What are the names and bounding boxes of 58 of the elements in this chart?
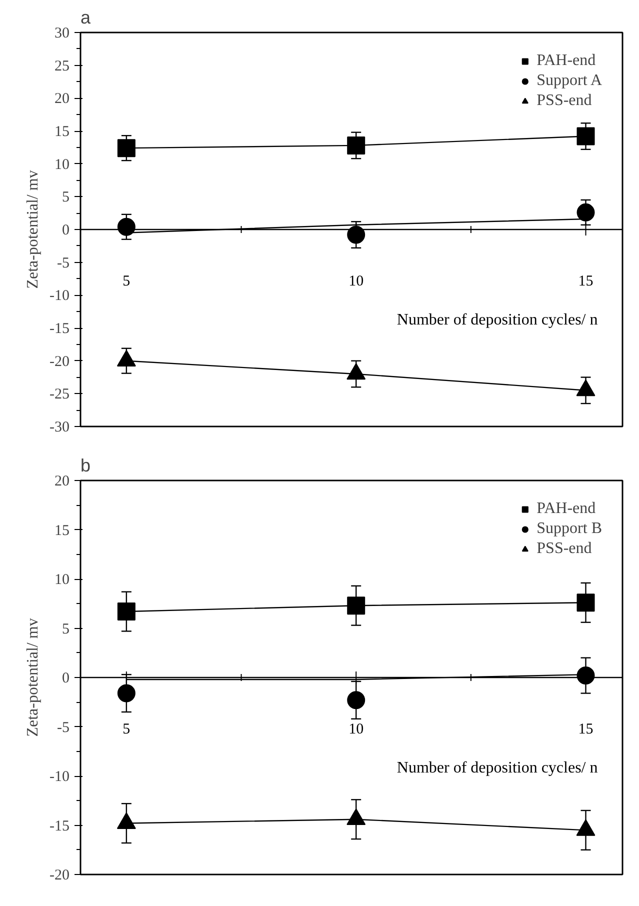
- y-tick-label: 0: [62, 222, 70, 238]
- y-tick-label: 25: [54, 58, 70, 74]
- point: [576, 379, 596, 396]
- x-axis-title: Number of deposition cycles/ n: [396, 760, 598, 776]
- legend-label: PSS-end: [536, 92, 592, 110]
- point: [117, 139, 136, 158]
- y-axis-title: Zeta-potential/ mv: [24, 618, 42, 737]
- point: [116, 350, 136, 367]
- point: [576, 666, 595, 685]
- y-tick-label: 0: [62, 670, 70, 686]
- x-tick-label: 15: [578, 722, 594, 738]
- point: [117, 218, 136, 236]
- y-axis-title: Zeta-potential/ mv: [24, 170, 42, 289]
- x-tick-label: 5: [122, 722, 130, 738]
- x-axis-title: Number of deposition cycles/ n: [396, 312, 598, 328]
- legend-label: PAH-end: [536, 52, 596, 70]
- legend-label: PAH-end: [536, 500, 596, 518]
- x-tick-label: 10: [348, 722, 364, 738]
- legend-label: Support B: [536, 520, 602, 538]
- y-tick-label: 15: [54, 522, 70, 539]
- y-tick-label: 20: [54, 474, 70, 490]
- x-tick-label: 15: [578, 274, 594, 290]
- y-tick-label: 5: [62, 621, 70, 638]
- y-tick-label: 20: [54, 91, 70, 108]
- y-tick-label: 15: [54, 124, 70, 140]
- point: [346, 808, 366, 826]
- point: [347, 226, 366, 244]
- y-tick-label: -5: [57, 255, 70, 272]
- legend-label: PSS-end: [536, 540, 592, 558]
- y-tick-label: -15: [50, 321, 70, 337]
- y-tick-label: -5: [57, 720, 70, 736]
- point: [576, 127, 595, 146]
- point: [576, 594, 595, 612]
- y-tick-label: 10: [54, 156, 70, 173]
- point: [116, 812, 136, 829]
- y-tick-label: 5: [62, 190, 70, 206]
- y-tick-label: -20: [50, 354, 70, 370]
- x-tick-label: 5: [122, 274, 130, 290]
- y-tick-label: -25: [50, 386, 70, 403]
- point: [117, 684, 136, 702]
- y-tick-label: 30: [54, 26, 70, 42]
- chart-title: a: [80, 8, 92, 28]
- chart-title: b: [80, 456, 91, 476]
- y-tick-label: -15: [50, 818, 70, 834]
- y-tick-label: -30: [50, 420, 70, 436]
- point: [576, 819, 596, 836]
- y-tick-label: -10: [50, 769, 70, 785]
- point: [117, 602, 136, 621]
- point: [347, 136, 366, 154]
- point: [347, 691, 366, 710]
- legend-label: Support A: [536, 72, 602, 90]
- point: [346, 363, 366, 380]
- y-tick-label: 10: [54, 572, 70, 588]
- x-tick-label: 10: [348, 274, 364, 290]
- point: [576, 203, 595, 222]
- point: [347, 596, 366, 615]
- y-tick-label: -10: [50, 288, 70, 304]
- y-tick-label: -20: [50, 868, 70, 884]
